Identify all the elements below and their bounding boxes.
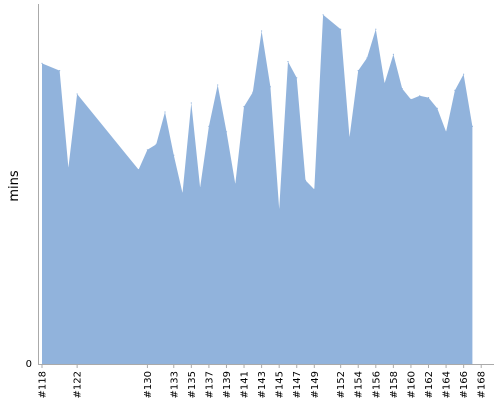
data-point (41, 62, 43, 64)
data-point (138, 169, 140, 171)
x-tick-label: #137 (204, 371, 215, 398)
data-point (375, 28, 377, 30)
x-tick-label: #152 (336, 371, 347, 398)
data-point (384, 82, 386, 84)
x-tick-label: #164 (442, 371, 453, 398)
data-point (454, 89, 456, 91)
data-point (155, 143, 157, 145)
data-point (199, 187, 201, 189)
area-series (41, 14, 473, 365)
x-tick-label: #118 (38, 371, 49, 398)
data-point (463, 73, 465, 75)
x-tick-label: #158 (389, 371, 400, 398)
data-point (313, 188, 315, 190)
y-tick-label: 0 (26, 359, 32, 370)
data-point (392, 53, 394, 56)
data-point (427, 97, 430, 99)
data-point (287, 61, 289, 63)
data-point (252, 91, 254, 93)
data-point (357, 70, 359, 72)
y-ticks: 0 (26, 359, 32, 370)
x-tick-label: #143 (257, 371, 268, 398)
area-fill (42, 14, 473, 365)
data-point (146, 149, 148, 151)
data-point (173, 154, 175, 156)
x-tick-label: #154 (354, 371, 365, 398)
x-tick-label: #135 (187, 371, 198, 398)
data-point (217, 84, 219, 86)
x-tick-label: #168 (477, 371, 488, 398)
data-point (410, 98, 412, 100)
data-point (278, 208, 280, 210)
data-point (471, 125, 473, 127)
data-point (208, 125, 210, 127)
data-point (366, 57, 368, 59)
y-axis-label: mins (7, 170, 22, 202)
x-tick-label: #130 (143, 371, 154, 398)
x-tick-label: #147 (292, 371, 303, 398)
x-tick-label: #141 (240, 371, 251, 398)
x-tick-label: #149 (310, 371, 321, 398)
data-point (190, 102, 192, 104)
data-point (436, 107, 438, 109)
x-tick-label: #133 (169, 371, 180, 398)
data-point (243, 106, 245, 108)
x-tick-label: #139 (222, 371, 233, 398)
data-point (234, 183, 236, 185)
data-point (340, 28, 342, 30)
x-tick-label: #166 (459, 371, 470, 398)
data-point (269, 86, 271, 88)
x-ticks: #118 #122 #130 #133 #135 #137 #139 #141 #143 #145… (38, 364, 488, 398)
data-point (401, 88, 403, 90)
data-point (181, 192, 184, 194)
data-point (164, 111, 166, 113)
x-tick-label: #145 (275, 371, 286, 398)
data-point (261, 30, 263, 32)
data-point (67, 167, 69, 169)
data-point (348, 136, 351, 138)
x-tick-label: #156 (371, 371, 382, 398)
data-point (76, 93, 78, 95)
x-tick-label: #162 (424, 371, 435, 398)
data-point (304, 179, 307, 181)
data-point (225, 131, 228, 133)
data-point (322, 14, 324, 16)
x-tick-label: #122 (73, 371, 84, 398)
data-point (59, 70, 61, 72)
data-point (419, 95, 421, 97)
x-tick-label: #160 (406, 371, 417, 398)
data-point (296, 77, 298, 79)
data-point (445, 131, 447, 133)
